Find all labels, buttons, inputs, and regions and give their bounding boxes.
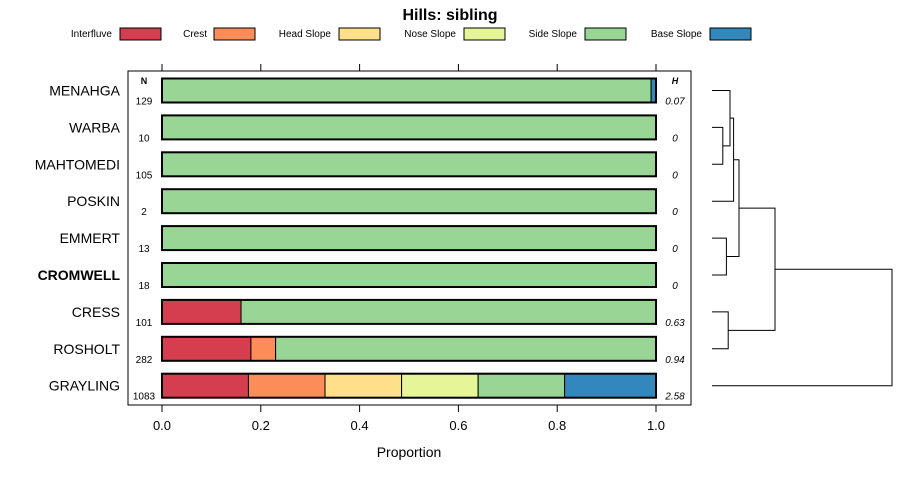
legend-swatch-head-slope <box>338 27 381 41</box>
legend-label-crest: Crest <box>183 29 207 40</box>
legend-label-base-slope: Base Slope <box>651 29 703 40</box>
bar-outline-emmert <box>161 225 657 252</box>
legend-label-interfluve: Interfluve <box>71 29 113 40</box>
row-h-menahga: 0.07 <box>665 97 685 108</box>
bar-segment-cromwell-side-slope <box>161 262 657 288</box>
row-n-mahtomedi: 105 <box>136 170 153 181</box>
row-label-emmert: EMMERT <box>60 230 121 246</box>
row-n-grayling: 1083 <box>133 392 156 403</box>
chart-title: Hills: sibling <box>402 7 497 24</box>
bar-segment-rosholt-interfluve <box>161 336 252 362</box>
dendrogram <box>712 90 893 387</box>
n-header: N <box>141 76 148 86</box>
bar-segment-grayling-nose-slope <box>401 373 479 399</box>
bar-segment-grayling-side-slope <box>477 373 566 399</box>
bars: MENAHGA 129 0.07 WARBA 10 0 MAHTOMEDI 105 0 POSKI… <box>35 77 685 403</box>
bar-segment-emmert-side-slope <box>161 225 657 251</box>
bar-outline-cromwell <box>161 262 657 288</box>
legend-swatch-side-slope <box>584 27 627 41</box>
legend-swatch-base-slope <box>709 27 752 41</box>
row-n-poskin: 2 <box>141 207 147 218</box>
bar-outline-mahtomedi <box>161 151 657 178</box>
dendrogram-link-0 <box>712 126 724 165</box>
x-tick-label-5: 1.0 <box>647 418 665 433</box>
bar-segment-mahtomedi-side-slope <box>161 151 657 177</box>
row-h-cromwell: 0 <box>672 281 678 292</box>
row-n-rosholt: 282 <box>136 355 153 366</box>
x-tick-label-4: 0.8 <box>548 418 566 433</box>
x-tick-label-0: 0.0 <box>153 418 171 433</box>
bar-segment-rosholt-side-slope <box>275 336 657 362</box>
row-label-grayling: GRAYLING <box>49 378 120 394</box>
plot-frame <box>127 70 692 406</box>
bar-segment-grayling-head-slope <box>324 373 403 399</box>
x-tick-label-3: 0.6 <box>449 418 467 433</box>
row-n-menahga: 129 <box>136 97 153 108</box>
row-label-rosholt: ROSHOLT <box>53 341 120 357</box>
row-h-cress: 0.63 <box>665 318 685 329</box>
row-n-emmert: 13 <box>138 244 150 255</box>
bar-segment-rosholt-crest <box>250 336 277 362</box>
dendrogram-link-5 <box>712 311 729 350</box>
row-h-rosholt: 0.94 <box>665 355 685 366</box>
dendrogram-link-3 <box>712 237 727 276</box>
dendrogram-link-6 <box>728 207 776 331</box>
bar-segment-warba-side-slope <box>161 114 657 140</box>
bar-segment-cress-side-slope <box>240 299 657 325</box>
h-header: H <box>672 76 679 86</box>
dendrogram-link-1 <box>712 90 731 147</box>
row-label-menahga: MENAHGA <box>49 83 120 99</box>
bar-segment-grayling-interfluve <box>161 373 249 399</box>
x-tick-label-1: 0.2 <box>252 418 270 433</box>
row-h-poskin: 0 <box>672 207 678 218</box>
row-label-cress: CRESS <box>72 304 120 320</box>
x-axis: 0.0 0.2 0.4 0.6 0.8 1.0 <box>153 64 665 433</box>
row-label-warba: WARBA <box>69 119 120 135</box>
row-n-cromwell: 18 <box>138 281 150 292</box>
legend-label-head-slope: Head Slope <box>279 29 332 40</box>
row-h-grayling: 2.58 <box>664 392 685 403</box>
row-label-cromwell: CROMWELL <box>38 267 121 283</box>
legend: Interfluve Crest Head Slope Nose Slope Side … <box>71 27 752 41</box>
row-label-mahtomedi: MAHTOMEDI <box>35 156 120 172</box>
row-n-cress: 101 <box>136 318 153 329</box>
legend-label-side-slope: Side Slope <box>529 29 578 40</box>
legend-swatch-crest <box>213 27 256 41</box>
bar-outline-menahga <box>161 77 657 104</box>
bar-segment-menahga-side-slope <box>161 78 652 103</box>
x-axis-label: Proportion <box>377 444 442 460</box>
bar-segment-grayling-crest <box>247 373 326 399</box>
row-h-emmert: 0 <box>672 244 678 255</box>
row-h-mahtomedi: 0 <box>672 170 678 181</box>
dendrogram-link-4 <box>726 159 740 258</box>
bar-outline-grayling <box>161 372 657 399</box>
bar-outline-warba <box>161 114 657 141</box>
bar-outline-cress <box>161 298 657 325</box>
legend-label-nose-slope: Nose Slope <box>404 29 456 40</box>
legend-swatch-nose-slope <box>463 27 506 41</box>
legend-swatch-interfluve <box>119 27 162 41</box>
x-tick-label-2: 0.4 <box>351 418 369 433</box>
bar-segment-poskin-side-slope <box>161 188 657 214</box>
dendrogram-link-7 <box>712 268 893 387</box>
bar-segment-cress-interfluve <box>161 299 242 325</box>
bar-outline-rosholt <box>161 335 657 362</box>
row-label-poskin: POSKIN <box>67 193 120 209</box>
bar-segment-grayling-base-slope <box>564 373 657 399</box>
row-n-warba: 10 <box>138 133 150 144</box>
bar-outline-poskin <box>161 188 657 215</box>
row-h-warba: 0 <box>672 133 678 144</box>
